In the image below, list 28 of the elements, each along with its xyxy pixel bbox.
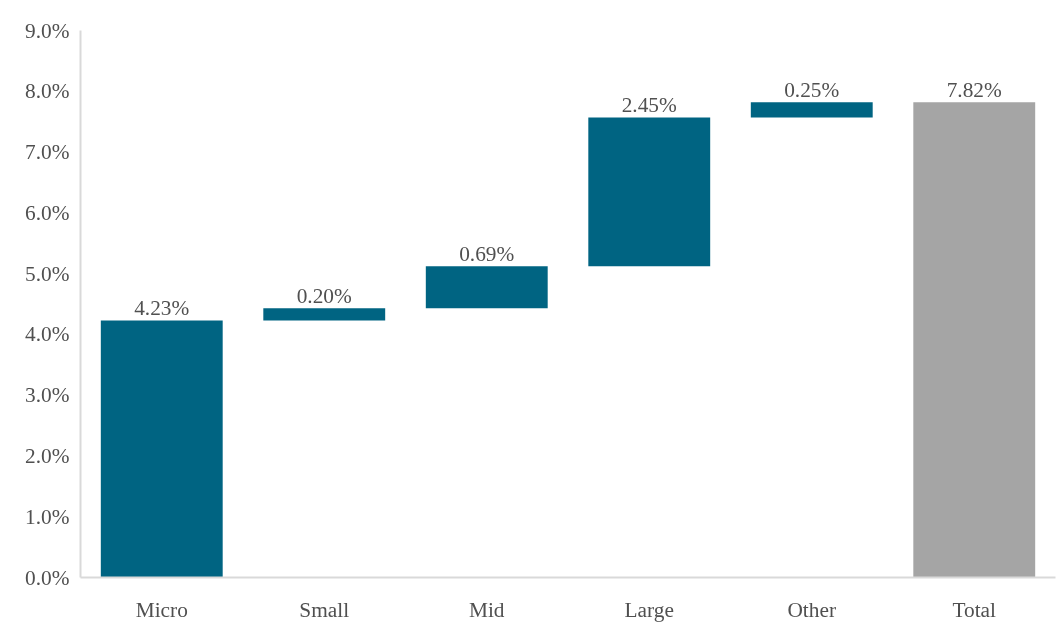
x-tick-label: Micro (135, 597, 188, 622)
y-tick-label: 8.0% (25, 79, 70, 104)
bar (100, 320, 223, 578)
bar (263, 308, 386, 321)
bar (913, 102, 1036, 578)
y-tick-label: 0.0% (25, 565, 70, 590)
y-tick-label: 7.0% (25, 140, 70, 165)
x-tick-label: Total (952, 597, 997, 622)
data-label: 2.45% (621, 93, 678, 118)
data-label: 0.69% (459, 242, 515, 267)
bar (750, 102, 873, 118)
x-tick-label: Small (299, 597, 350, 622)
y-tick-label: 5.0% (25, 261, 70, 286)
y-tick-label: 6.0% (25, 200, 70, 225)
data-label: 4.23% (134, 296, 190, 321)
data-label: 0.20% (296, 284, 353, 309)
data-label: 0.25% (784, 78, 840, 103)
data-label: 7.82% (946, 78, 1003, 103)
y-tick-label: 9.0% (25, 18, 70, 43)
x-tick-label: Large (624, 597, 674, 622)
y-tick-label: 1.0% (25, 504, 70, 529)
bar (588, 117, 711, 267)
y-tick-label: 3.0% (25, 383, 70, 408)
bar (425, 266, 548, 309)
y-tick-label: 4.0% (25, 322, 70, 347)
x-tick-label: Other (787, 597, 837, 622)
x-tick-label: Mid (468, 597, 505, 622)
y-tick-label: 2.0% (25, 443, 70, 468)
